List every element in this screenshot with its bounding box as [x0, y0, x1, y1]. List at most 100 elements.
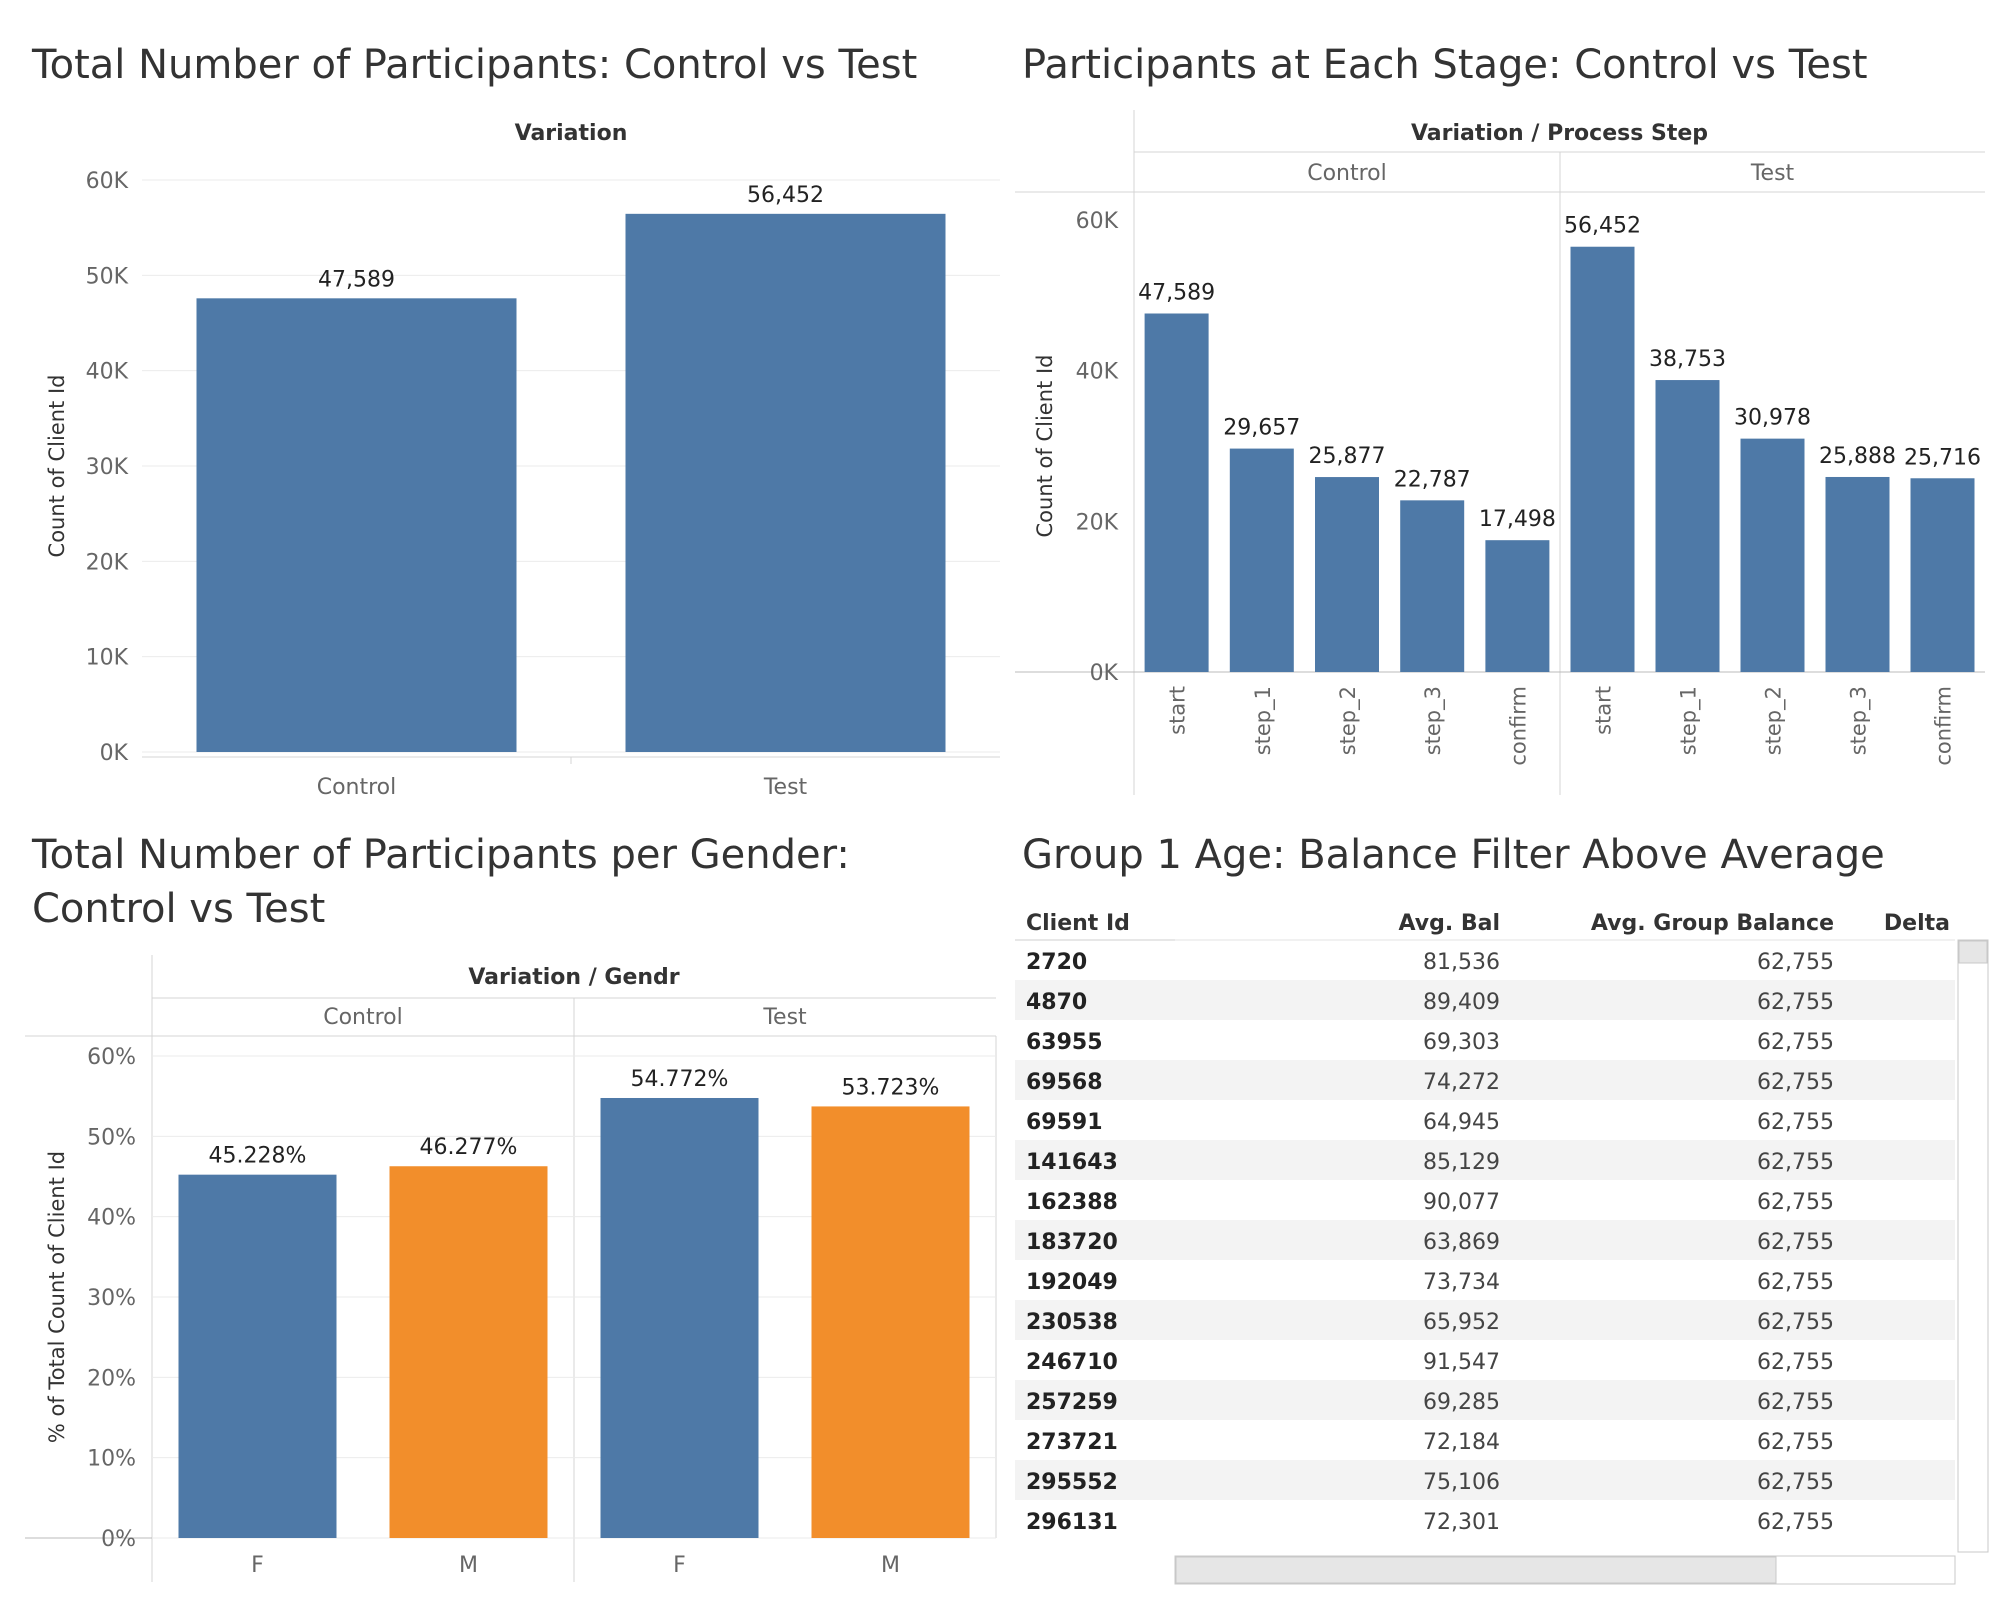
chart2-xtick-label: confirm — [1506, 686, 1530, 766]
table-cell-avg-group-balance: 62,755 — [1757, 990, 1834, 1015]
table-cell-avg-group-balance: 62,755 — [1757, 1070, 1834, 1095]
table-cell-client-id: 63955 — [1026, 1030, 1103, 1055]
chart2-group-label: Control — [1307, 161, 1387, 186]
table-cell-client-id: 162388 — [1026, 1190, 1118, 1215]
table-cell-avg-bal: 81,536 — [1423, 950, 1500, 975]
chart2-bar-control-confirm — [1485, 540, 1550, 672]
chart3-group-label: Control — [323, 1005, 403, 1030]
table-cell-client-id: 257259 — [1026, 1390, 1118, 1415]
table-cell-avg-group-balance: 62,755 — [1757, 1150, 1834, 1175]
table-cell-avg-group-balance: 62,755 — [1757, 1390, 1834, 1415]
chart1-ytick-label: 30K — [86, 455, 129, 480]
chart3-xtick-label: M — [881, 1553, 900, 1578]
chart3-xtick-label: F — [673, 1553, 686, 1578]
chart3-ytick-label: 50% — [87, 1125, 136, 1150]
chart1-header: Variation — [515, 121, 628, 146]
chart2-title: Participants at Each Stage: Control vs T… — [1022, 42, 1868, 88]
chart2-value-label: 47,589 — [1138, 280, 1215, 305]
table-row-stripe — [1015, 1140, 1955, 1180]
chart2-xtick-label: confirm — [1932, 686, 1956, 766]
table-cell-avg-bal: 65,952 — [1423, 1310, 1500, 1335]
table-cell-client-id: 192049 — [1026, 1270, 1118, 1295]
chart1-bar-test — [625, 213, 946, 752]
chart2-ytick-label: 0K — [1090, 661, 1119, 686]
table-cell-avg-group-balance: 62,755 — [1757, 1270, 1834, 1295]
chart1-svg: Variation 0K 10K 20K 30K 40K 50K 60K Count of Cl… — [45, 121, 1000, 800]
chart3-ylabel: % of Total Count of Client Id — [45, 1151, 69, 1443]
table-column-header: Delta — [1884, 911, 1950, 936]
chart3-ytick-label: 40% — [87, 1206, 136, 1231]
chart1-ytick-label: 10K — [86, 646, 129, 671]
chart1-bar-control — [196, 298, 517, 752]
table-cell-avg-group-balance: 62,755 — [1757, 1030, 1834, 1055]
table-cell-avg-group-balance: 62,755 — [1757, 1510, 1834, 1535]
table-cell-client-id: 246710 — [1026, 1350, 1118, 1375]
chart2-xtick-label: step_2 — [1762, 686, 1787, 755]
table-cell-client-id: 69591 — [1026, 1110, 1103, 1135]
chart2-bar-test-confirm — [1910, 478, 1975, 672]
table-column-header: Client Id — [1026, 911, 1130, 936]
chart2-ylabel: Count of Client Id — [1033, 355, 1057, 538]
table-cell-avg-group-balance: 62,755 — [1757, 1470, 1834, 1495]
chart2-value-label: 38,753 — [1649, 347, 1726, 372]
table-horizontal-scroll-thumb[interactable] — [1175, 1556, 1777, 1584]
table-cell-avg-group-balance: 62,755 — [1757, 1230, 1834, 1255]
chart2-value-label: 22,787 — [1394, 467, 1471, 492]
table-row-stripe — [1015, 1460, 1955, 1500]
table-cell-avg-group-balance: 62,755 — [1757, 1310, 1834, 1335]
table-cell-client-id: 295552 — [1026, 1470, 1118, 1495]
table-cell-client-id: 183720 — [1026, 1230, 1118, 1255]
chart2-xtick-label: step_1 — [1251, 686, 1276, 755]
chart1-ytick-label: 60K — [86, 169, 129, 194]
chart2-bar-test-step_2 — [1740, 438, 1805, 672]
table-vertical-scroll-thumb[interactable] — [1958, 940, 1988, 964]
chart2-bar-test-start — [1570, 246, 1635, 672]
chart2-bar-control-step_1 — [1229, 448, 1294, 672]
chart2-value-label: 25,877 — [1309, 444, 1386, 469]
chart2-header: Variation / Process Step — [1411, 121, 1708, 146]
table-cell-avg-bal: 91,547 — [1423, 1350, 1500, 1375]
chart2-value-label: 30,978 — [1734, 406, 1811, 431]
chart2-bar-control-step_2 — [1315, 477, 1379, 672]
chart2-value-label: 17,498 — [1479, 507, 1556, 532]
chart2-bar-control-step_3 — [1400, 500, 1465, 672]
chart3-value-label: 45.228% — [209, 1144, 307, 1169]
chart3-bar-test-f — [600, 1097, 759, 1538]
chart1-value-label: 47,589 — [318, 267, 395, 292]
table-vertical-scrollbar[interactable] — [1957, 939, 1989, 1553]
table-cell-client-id: 2720 — [1026, 950, 1087, 975]
table-cell-avg-group-balance: 62,755 — [1757, 950, 1834, 975]
chart3-value-label: 46.277% — [420, 1135, 518, 1160]
chart2-xtick-label: step_3 — [1421, 686, 1446, 755]
chart1-ylabel: Count of Client Id — [45, 375, 69, 558]
chart3-ytick-label: 0% — [101, 1527, 136, 1552]
table-cell-avg-bal: 69,285 — [1423, 1390, 1500, 1415]
chart2-svg: Variation / Process Step 0K 20K 40K 60K Count… — [1015, 110, 1985, 795]
chart2-group-label: Test — [1750, 161, 1795, 186]
table-cell-avg-bal: 69,303 — [1423, 1030, 1500, 1055]
chart1-xtick-label: Test — [763, 775, 808, 800]
chart2-value-label: 25,888 — [1819, 444, 1896, 469]
chart3-ytick-label: 30% — [87, 1286, 136, 1311]
chart2-bar-test-step_3 — [1825, 476, 1890, 672]
table-cell-avg-bal: 89,409 — [1423, 990, 1500, 1015]
table-cell-client-id: 273721 — [1026, 1430, 1118, 1455]
chart2-value-label: 25,716 — [1904, 445, 1981, 470]
chart3-ytick-label: 20% — [87, 1366, 136, 1391]
table-cell-avg-bal: 72,184 — [1423, 1430, 1500, 1455]
table-cell-avg-bal: 74,272 — [1423, 1070, 1500, 1095]
chart3-xtick-label: F — [251, 1553, 264, 1578]
table-cell-avg-group-balance: 62,755 — [1757, 1190, 1834, 1215]
chart1-ytick-label: 50K — [86, 264, 129, 289]
table-column-header: Avg. Bal — [1398, 911, 1500, 936]
table-row-stripe — [1015, 1060, 1955, 1100]
table-cell-client-id: 230538 — [1026, 1310, 1118, 1335]
chart3-value-label: 53.723% — [842, 1075, 940, 1100]
table-cell-client-id: 141643 — [1026, 1150, 1118, 1175]
chart2-value-label: 29,657 — [1223, 416, 1300, 441]
table-column-header: Avg. Group Balance — [1591, 911, 1834, 936]
chart3-value-label: 54.772% — [631, 1067, 729, 1092]
table-cell-avg-bal: 85,129 — [1423, 1150, 1500, 1175]
table-row-stripe — [1015, 1220, 1955, 1260]
chart3-group-label: Test — [762, 1005, 807, 1030]
